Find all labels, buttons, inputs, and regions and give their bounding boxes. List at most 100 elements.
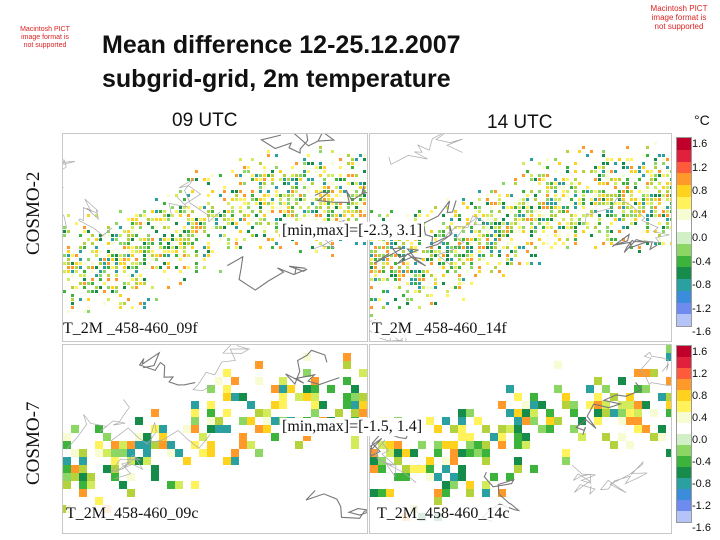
map-cell [666, 214, 669, 217]
map-cell [374, 258, 377, 261]
map-cell [558, 186, 561, 189]
map-cell [323, 166, 326, 169]
map-cell [530, 417, 538, 425]
map-cell [498, 262, 501, 265]
map-cell [658, 170, 661, 173]
map-cell [634, 214, 637, 217]
map-cell [406, 298, 409, 301]
border-line [611, 233, 658, 253]
map-cell [634, 210, 637, 213]
map-cell [111, 449, 119, 457]
map-cell [670, 218, 671, 221]
map-cell [135, 266, 138, 269]
map-cell [486, 218, 489, 221]
map-cell [339, 206, 342, 209]
map-cell [398, 246, 401, 249]
map-cell [630, 166, 633, 169]
map-cell [658, 425, 666, 433]
map-cell [662, 242, 665, 245]
map-cell [275, 230, 278, 233]
map-cell [458, 258, 461, 261]
map-cell [642, 206, 645, 209]
map-panel-cosmo7-09utc [62, 344, 368, 534]
map-cell [187, 178, 190, 181]
map-cell [382, 258, 385, 261]
map-cell [378, 270, 381, 273]
map-cell [670, 190, 671, 193]
colorbar-segment [677, 185, 691, 197]
map-cell [374, 274, 377, 277]
map-cell [143, 266, 146, 269]
map-cell [115, 270, 118, 273]
map-cell [219, 238, 222, 241]
map-cell [390, 274, 393, 277]
map-cell [127, 449, 135, 457]
map-cell [402, 250, 405, 253]
map-cell [63, 481, 71, 489]
map-cell [203, 206, 206, 209]
map-cell [239, 178, 242, 181]
map-cell [299, 174, 302, 177]
map-cell [530, 178, 533, 181]
border-line [571, 464, 596, 495]
map-cell [382, 278, 385, 281]
map-cell [279, 385, 287, 393]
map-cell [470, 266, 473, 269]
map-cell [658, 222, 661, 225]
map-cell [622, 166, 625, 169]
map-cell [295, 202, 298, 205]
map-cell [598, 178, 601, 181]
map-cell [167, 238, 170, 241]
map-cell [654, 242, 657, 245]
map-cell [287, 190, 290, 193]
border-line [388, 134, 463, 165]
map-cell [163, 210, 166, 213]
map-cell [71, 266, 74, 269]
map-cell [566, 210, 569, 213]
map-cell [634, 202, 637, 205]
map-cell [490, 250, 493, 253]
map-cell [378, 465, 386, 473]
map-cell [606, 198, 609, 201]
map-cell [127, 258, 130, 261]
map-cell [223, 385, 231, 393]
map-cell [606, 234, 609, 237]
map-cell [482, 246, 485, 249]
map-cell [75, 266, 78, 269]
map-cell [630, 210, 633, 213]
map-cell [131, 274, 134, 277]
map-cell [191, 481, 199, 489]
map-cell [454, 266, 457, 269]
map-cell [243, 202, 246, 205]
map-cell [486, 238, 489, 241]
map-cell [666, 393, 671, 401]
map-cell [99, 250, 102, 253]
map-cell [339, 194, 342, 197]
map-cell [195, 218, 198, 221]
map-cell [414, 214, 417, 217]
map-cell [486, 226, 489, 229]
map-cell [279, 377, 287, 385]
map-cell [307, 178, 310, 181]
map-cell [442, 266, 445, 269]
map-cell [478, 258, 481, 261]
map-cell [630, 222, 633, 225]
map-cell [426, 457, 434, 465]
map-cell [498, 230, 501, 233]
colorbar-tick-label: 1.2 [692, 161, 708, 174]
map-cell [462, 254, 465, 257]
map-cell [438, 234, 441, 237]
colorbar-tick-label: -1.6 [692, 326, 711, 338]
colorbar-tick-label: 0.0 [692, 232, 708, 244]
map-cell [446, 290, 449, 293]
map-cell [438, 250, 441, 253]
map-cell [646, 170, 649, 173]
column-label-14utc: 14 UTC [487, 112, 553, 133]
map-cell [514, 222, 517, 225]
map-cell [99, 274, 102, 277]
map-cell [295, 182, 298, 185]
map-cell [207, 214, 210, 217]
map-cell [123, 270, 126, 273]
map-cell [99, 270, 102, 273]
map-cell [95, 497, 103, 505]
